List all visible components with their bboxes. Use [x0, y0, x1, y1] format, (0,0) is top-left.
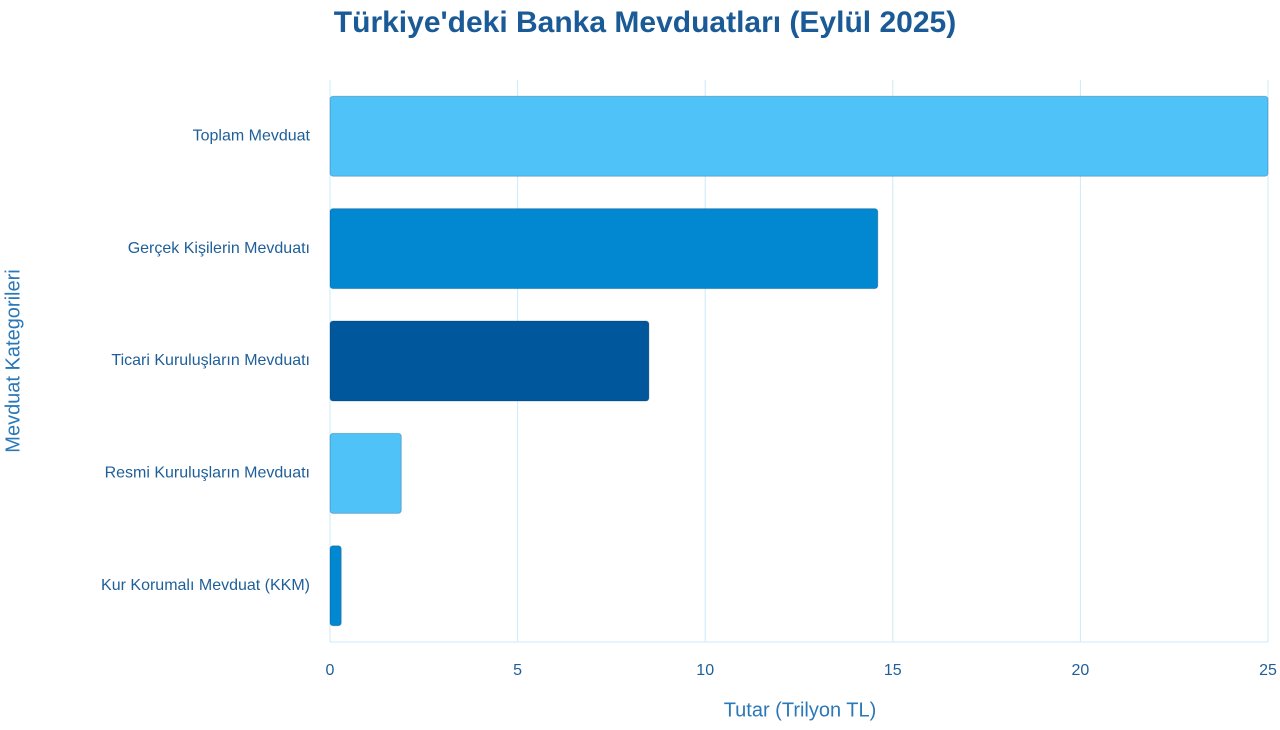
y-axis-title: Mevduat Kategorileri [2, 269, 24, 452]
x-tick-label: 10 [696, 662, 714, 679]
x-axis-title: Tutar (Trilyon TL) [724, 699, 877, 721]
chart-title: Türkiye'deki Banka Mevduatları (Eylül 20… [334, 6, 956, 39]
bar [329, 432, 402, 514]
y-tick-label: Gerçek Kişilerin Mevduatı [128, 240, 310, 257]
x-tick-label: 15 [884, 662, 902, 679]
bar [329, 95, 1269, 177]
x-tick-label: 5 [513, 662, 522, 679]
bar [329, 320, 650, 402]
x-tick-label: 0 [326, 662, 335, 679]
y-tick-label: Kur Korumalı Mevduat (KKM) [101, 577, 310, 594]
y-tick-label: Resmi Kuruluşların Mevduatı [105, 465, 310, 482]
x-tick-label: 25 [1259, 662, 1277, 679]
bar [329, 545, 342, 627]
y-tick-label: Ticari Kuruluşların Mevduatı [111, 352, 310, 369]
x-tick-label: 20 [1072, 662, 1090, 679]
bar [329, 208, 879, 290]
y-tick-label: Toplam Mevduat [193, 127, 311, 144]
